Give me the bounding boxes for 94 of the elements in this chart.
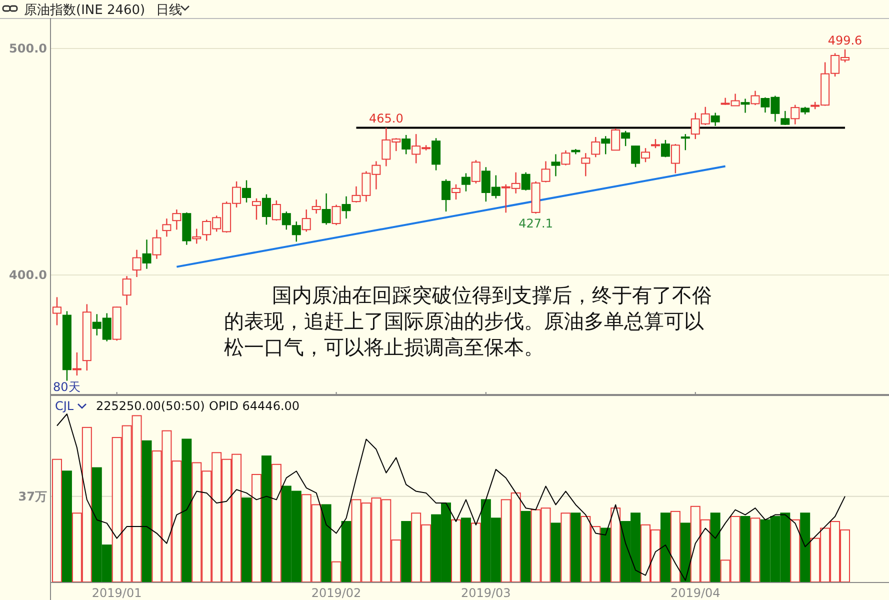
candlestick <box>541 160 550 183</box>
candlestick <box>461 172 470 192</box>
y-tick-label: 500.0 <box>9 41 47 56</box>
candlestick <box>551 154 560 177</box>
candlestick <box>302 208 311 232</box>
bar <box>261 456 272 582</box>
bar <box>341 521 352 582</box>
candlestick <box>192 228 202 244</box>
candlestick <box>342 196 351 220</box>
x-tick-label: 2019/01 <box>92 586 142 600</box>
bar <box>401 521 412 582</box>
x-tick-label: 2019/02 <box>311 586 362 600</box>
bar <box>670 510 680 582</box>
text: OPID 64446.00 <box>209 399 300 413</box>
candlestick <box>641 148 650 163</box>
bar <box>142 440 152 582</box>
ref-line-label: 37万 <box>18 489 47 504</box>
candlestick <box>332 204 341 226</box>
annotation: 松一口气，可以将止损调高至保本。 <box>224 335 544 359</box>
bar <box>450 519 461 582</box>
bar <box>62 470 72 582</box>
bar <box>660 512 670 582</box>
text: 427.1 <box>518 216 553 231</box>
bar <box>52 458 62 582</box>
candlestick <box>402 134 411 155</box>
candlestick <box>132 249 142 278</box>
candlestick <box>282 210 291 230</box>
candlestick <box>591 136 600 158</box>
annotation: 的表现，追赶上了国际原油的步伐。原油多单总算可以 <box>224 309 704 333</box>
bar <box>251 474 262 582</box>
chart-title: CJL <box>55 399 74 413</box>
text: 465.0 <box>368 112 404 126</box>
candlestick <box>680 133 690 151</box>
candlestick <box>152 229 162 260</box>
candlestick <box>651 138 660 149</box>
candlestick <box>262 194 271 226</box>
text: 499.6 <box>828 33 862 48</box>
candlestick <box>631 145 640 168</box>
candlestick <box>172 208 182 230</box>
candlestick <box>292 220 301 242</box>
bar <box>331 561 342 582</box>
bar <box>460 518 471 582</box>
candlestick <box>621 130 630 147</box>
candlestick <box>451 184 460 200</box>
candlestick <box>272 200 281 222</box>
bar <box>182 438 192 582</box>
x-tick-label: 2019/03 <box>460 586 511 600</box>
candlestick <box>162 218 172 238</box>
bar <box>570 512 581 582</box>
candlestick <box>601 136 610 155</box>
candlestick <box>521 172 530 192</box>
candlestick <box>561 150 570 166</box>
bar <box>740 516 750 582</box>
chart-title: 原油指数(INE 2460) <box>24 3 146 18</box>
bar <box>242 498 252 582</box>
bar <box>470 522 481 582</box>
candlestick <box>52 296 62 326</box>
bar <box>271 464 282 582</box>
candlestick <box>72 352 82 376</box>
candlestick <box>122 275 132 306</box>
candlestick <box>581 152 590 177</box>
bar <box>610 508 621 582</box>
candlestick <box>252 198 261 220</box>
candlestick <box>740 98 750 114</box>
candlestick <box>142 239 152 270</box>
candlestick <box>750 90 760 106</box>
candlestick <box>790 104 800 125</box>
candlestick <box>780 110 790 126</box>
annotation: 国内原油在回踩突破位得到支撑后，终于有了不俗 <box>272 283 712 307</box>
x-tick-label: 2019/04 <box>670 586 720 600</box>
bar <box>790 519 800 582</box>
bar <box>800 512 810 582</box>
candlestick <box>710 112 720 127</box>
bar <box>321 504 332 582</box>
candlestick <box>670 143 680 174</box>
bar <box>550 522 561 582</box>
candlestick <box>611 128 620 151</box>
bar <box>560 512 571 582</box>
chart-subtitle: 日线 <box>156 3 182 18</box>
bar <box>680 522 690 582</box>
bar <box>600 528 611 582</box>
text: 225250.00(50:50) <box>96 399 205 413</box>
candlestick <box>660 139 670 158</box>
candlestick <box>322 192 331 226</box>
bar <box>710 512 720 582</box>
bar <box>520 510 531 582</box>
candlestick <box>442 178 450 212</box>
candlestick <box>242 180 251 204</box>
candlestick <box>471 160 480 184</box>
annotation: 80天 <box>53 380 80 394</box>
y-tick-label: 400.0 <box>9 268 47 282</box>
candlestick <box>312 198 321 214</box>
bar <box>750 518 760 582</box>
candlestick <box>432 138 441 171</box>
